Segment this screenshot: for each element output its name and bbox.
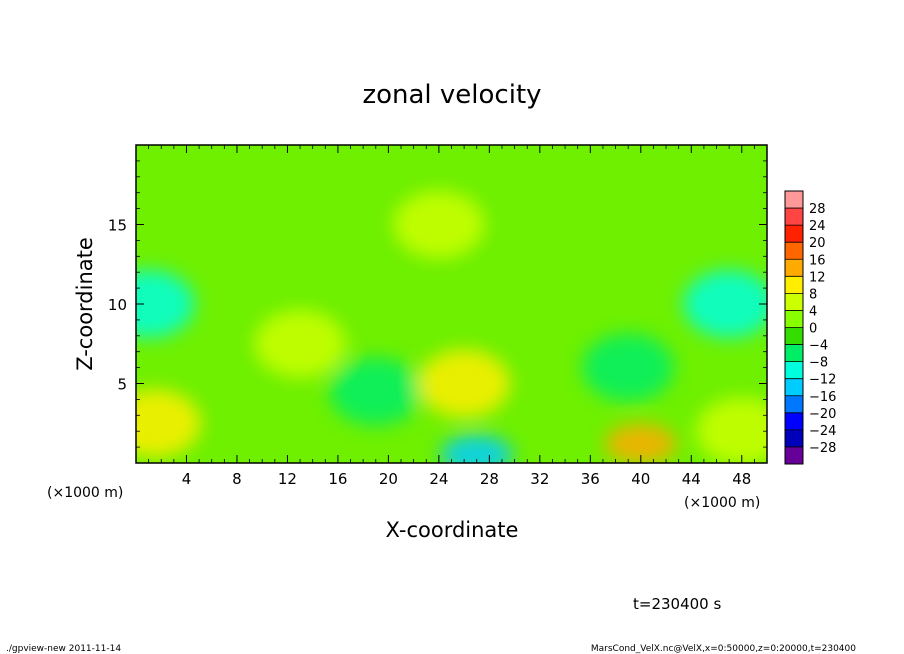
colorbar-swatch-11: [785, 378, 803, 397]
colorbar-label-0: 28: [809, 202, 826, 217]
y-axis: 5 10 15: [108, 160, 767, 448]
x-tick-label-8: 36: [581, 470, 600, 488]
x-tick-label-0: 4: [182, 470, 192, 488]
velocity-feature-2: [683, 270, 767, 338]
y-tick-label-0: 5: [117, 376, 127, 394]
velocity-feature-0: [440, 435, 513, 463]
colorbar-label-7: 0: [809, 322, 817, 337]
plot-area: [136, 145, 767, 463]
colorbar-swatch-4: [785, 259, 803, 277]
velocity-features: [136, 190, 767, 463]
x-tick-label-7: 32: [530, 470, 549, 488]
colorbar-label-2: 20: [809, 236, 826, 251]
colorbar-swatch-8: [785, 327, 803, 346]
velocity-feature-6: [136, 389, 201, 458]
colorbar-swatch-15: [785, 446, 803, 465]
velocity-feature-9: [392, 190, 485, 259]
colorbar-swatch-12: [785, 395, 803, 414]
colorbar-swatch-14: [785, 429, 803, 448]
x-tick-label-2: 12: [278, 470, 297, 488]
velocity-feature-10: [582, 333, 675, 402]
footer-left: ./gpview-new 2011-11-14: [6, 644, 121, 654]
colorbar-label-9: −8: [809, 356, 828, 371]
x-unit-right: (×1000 m): [684, 495, 760, 511]
y-axis-label: Z-coordinate: [73, 237, 97, 371]
colorbar-swatch-1: [785, 208, 803, 226]
x-tick-label-6: 28: [480, 470, 499, 488]
colorbar-label-13: −24: [809, 424, 836, 439]
x-unit-left: (×1000 m): [47, 485, 123, 501]
colorbar-label-3: 16: [809, 253, 826, 268]
y-tick-label-2: 15: [108, 217, 127, 235]
velocity-feature-4: [604, 423, 677, 463]
colorbar-label-10: −12: [809, 373, 836, 388]
colorbar-label-4: 12: [809, 270, 826, 285]
chart-title: zonal velocity: [362, 80, 541, 110]
velocity-feature-8: [254, 309, 347, 378]
colorbar-swatch-7: [785, 310, 803, 328]
colorbar-label-5: 8: [809, 287, 817, 302]
x-axis-label: X-coordinate: [386, 518, 519, 542]
x-axis: 4 8 12 16 20 24 28 32 36 40 44 48: [148, 145, 755, 488]
colorbar-swatch-9: [785, 344, 803, 363]
colorbar-swatch-6: [785, 293, 803, 311]
x-tick-label-1: 8: [232, 470, 242, 488]
colorbar: 28 24 20 16 12 8 4 0 −4 −8 −12 −16 −20 −24 −28: [784, 190, 836, 465]
colorbar-label-6: 4: [809, 304, 817, 319]
x-tick-label-3: 16: [328, 470, 347, 488]
time-label: t=230400 s: [633, 595, 721, 613]
colorbar-label-12: −20: [809, 407, 836, 422]
colorbar-swatch-5: [785, 276, 803, 294]
colorbar-swatch-3: [785, 242, 803, 260]
colorbar-swatch-13: [785, 412, 803, 431]
velocity-feature-7: [695, 397, 767, 463]
x-tick-label-5: 24: [429, 470, 448, 488]
velocity-feature-1: [136, 270, 195, 338]
y-tick-label-1: 10: [108, 296, 127, 314]
x-tick-label-11: 48: [732, 470, 751, 488]
colorbar-label-8: −4: [809, 339, 828, 354]
x-tick-label-9: 40: [631, 470, 650, 488]
colorbar-label-14: −28: [809, 441, 836, 456]
colorbar-label-11: −16: [809, 390, 836, 405]
x-tick-label-10: 44: [682, 470, 701, 488]
colorbar-label-1: 24: [809, 219, 826, 234]
colorbar-swatch-0: [785, 191, 803, 209]
footer-right: MarsCond_VelX.nc@VelX,x=0:50000,z=0:2000…: [591, 644, 856, 654]
velocity-feature-5: [418, 349, 511, 418]
colorbar-swatch-10: [785, 361, 803, 380]
velocity-feature-3: [329, 357, 422, 426]
colorbar-swatch-2: [785, 225, 803, 243]
x-tick-label-4: 20: [379, 470, 398, 488]
